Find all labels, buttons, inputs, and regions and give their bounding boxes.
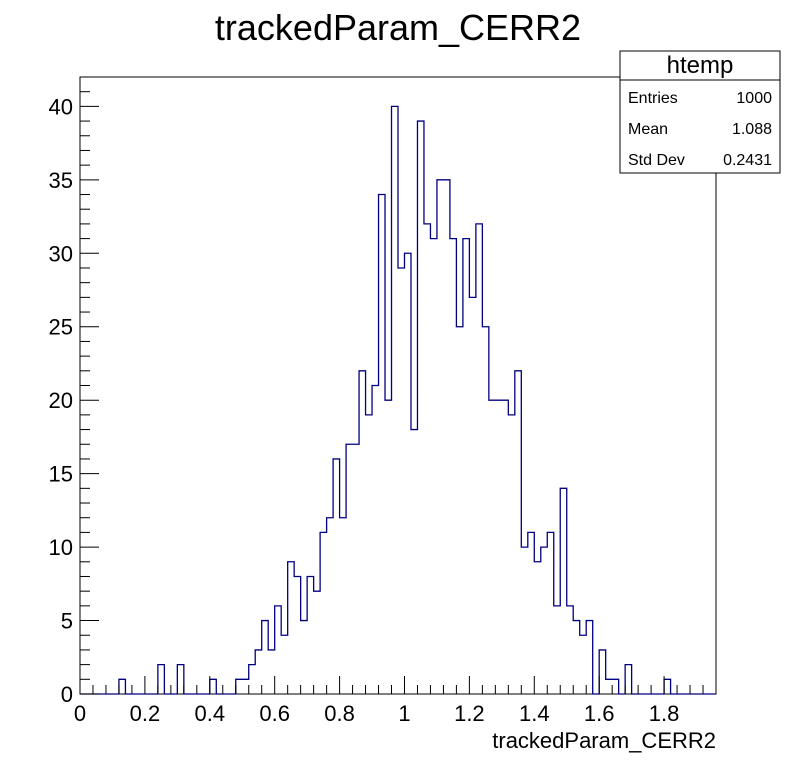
histogram-bin xyxy=(262,621,268,694)
y-tick-label: 20 xyxy=(49,388,73,413)
x-tick-label: 0.8 xyxy=(324,701,355,726)
y-tick-label: 35 xyxy=(49,168,73,193)
x-tick-label: 0.2 xyxy=(130,701,161,726)
histogram-bin xyxy=(515,371,521,694)
x-axis-title: trackedParam_CERR2 xyxy=(492,728,716,753)
histogram-bin xyxy=(385,400,391,694)
histogram-bin xyxy=(398,268,404,694)
histogram-bin xyxy=(586,621,592,694)
histogram-bin xyxy=(424,224,430,694)
histogram-bin xyxy=(534,562,540,694)
histogram-bin xyxy=(327,518,333,694)
histogram-bin xyxy=(495,400,501,694)
histogram-bin xyxy=(554,606,560,694)
stats-box-title: htemp xyxy=(667,52,734,79)
histogram-bin xyxy=(236,679,242,694)
histogram-bin xyxy=(625,665,631,694)
histogram-bin xyxy=(476,224,482,694)
histogram-bins xyxy=(119,106,671,694)
y-tick-label: 25 xyxy=(49,315,73,340)
histogram-bin xyxy=(255,650,261,694)
histogram-bin xyxy=(521,547,527,694)
histogram-bin xyxy=(560,488,566,694)
histogram-bin xyxy=(314,591,320,694)
histogram-bin xyxy=(294,576,300,694)
histogram-outline xyxy=(80,105,716,695)
y-tick-label: 0 xyxy=(61,682,73,707)
x-tick-label: 1.6 xyxy=(584,701,615,726)
histogram-bin xyxy=(320,532,326,694)
histogram-bin xyxy=(463,239,469,694)
histogram-bin xyxy=(502,400,508,694)
chart-title: trackedParam_CERR2 xyxy=(215,7,581,48)
x-tick-label: 0.6 xyxy=(259,701,290,726)
stats-mean-label: Mean xyxy=(628,121,668,138)
stats-mean-value: 1.088 xyxy=(732,121,772,138)
histogram-bin xyxy=(404,253,410,694)
histogram-bin xyxy=(606,679,612,694)
histogram-bin xyxy=(281,635,287,694)
histogram-bin xyxy=(275,606,281,694)
y-tick-label: 5 xyxy=(61,609,73,634)
histogram-bin xyxy=(333,459,339,694)
histogram-bin xyxy=(489,400,495,694)
stats-box-frame xyxy=(619,50,781,174)
histogram-bin xyxy=(392,106,398,694)
histogram-bin xyxy=(288,562,294,694)
histogram-bin xyxy=(573,621,579,694)
histogram-bin xyxy=(268,650,274,694)
y-tick-label: 15 xyxy=(49,462,73,487)
histogram-bin xyxy=(456,327,462,694)
histogram-bin xyxy=(158,665,164,694)
histogram-bin xyxy=(340,518,346,694)
x-axis: 0 0.2 0.4 0.6 0.8 1 1.2 1.4 1.6 1.8 xyxy=(74,676,717,726)
histogram-bin xyxy=(249,665,255,694)
histogram-bin xyxy=(307,576,313,694)
y-tick-label: 30 xyxy=(49,241,73,266)
histogram-bin xyxy=(353,444,359,694)
histogram-bin xyxy=(119,679,125,694)
histogram-bin xyxy=(379,195,385,694)
histogram-bin xyxy=(508,415,514,694)
x-tick-label: 1.4 xyxy=(519,701,550,726)
x-tick-label: 0.4 xyxy=(194,701,225,726)
histogram-bin xyxy=(346,444,352,694)
stats-stddev-value: 0.2431 xyxy=(723,152,772,169)
histogram-bin xyxy=(177,665,183,694)
histogram-bin xyxy=(547,532,553,694)
histogram-bin xyxy=(443,180,449,694)
histogram-bin xyxy=(411,430,417,694)
y-axis: 0 5 10 15 20 25 30 35 40 xyxy=(49,76,99,707)
x-tick-label: 0 xyxy=(74,701,86,726)
histogram-bin xyxy=(528,532,534,694)
stats-box: htemp Entries 1000 Mean 1.088 Std Dev 0.… xyxy=(619,50,781,174)
histogram-bin xyxy=(541,547,547,694)
histogram-bin xyxy=(567,606,573,694)
stats-stddev-label: Std Dev xyxy=(628,152,685,169)
histogram-bin xyxy=(242,679,248,694)
histogram-bin xyxy=(437,180,443,694)
histogram-bin xyxy=(359,371,365,694)
x-tick-label: 1 xyxy=(398,701,410,726)
histogram-bin xyxy=(599,650,605,694)
x-tick-label: 1.2 xyxy=(454,701,485,726)
histogram-bin xyxy=(417,121,423,694)
histogram-bin xyxy=(482,327,488,694)
histogram-bin xyxy=(450,239,456,694)
histogram-bin xyxy=(469,297,475,694)
stats-entries-label: Entries xyxy=(628,90,678,107)
x-tick-label: 1.8 xyxy=(649,701,680,726)
histogram-bin xyxy=(366,415,372,694)
histogram-bin xyxy=(210,679,216,694)
histogram-bin xyxy=(664,679,670,694)
histogram-bin xyxy=(430,239,436,694)
y-tick-label: 40 xyxy=(49,94,73,119)
histogram-bin xyxy=(301,621,307,694)
stats-entries-value: 1000 xyxy=(736,90,772,107)
histogram-bin xyxy=(612,679,618,694)
y-tick-label: 10 xyxy=(49,535,73,560)
histogram-bin xyxy=(580,635,586,694)
histogram-bin xyxy=(372,386,378,695)
